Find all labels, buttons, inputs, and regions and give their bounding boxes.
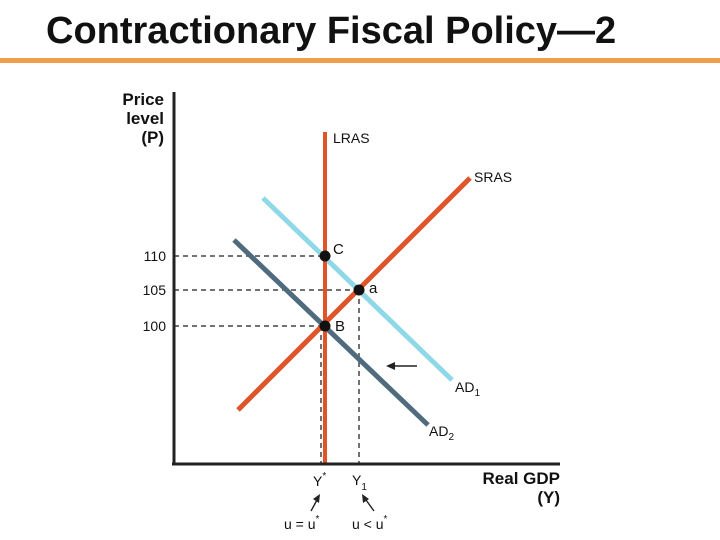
y-axis-label-1: Price xyxy=(122,90,164,109)
arrow-u-low-head xyxy=(362,494,369,503)
shift-arrow-head xyxy=(386,362,395,370)
point-a-label: a xyxy=(369,280,378,297)
ad2-label: AD2 xyxy=(429,423,454,443)
slide-title: Contractionary Fiscal Policy—2 xyxy=(46,10,617,52)
note-u-natural: u = u* xyxy=(284,514,320,532)
note-u-below: u < u* xyxy=(352,514,388,532)
arrow-u-low xyxy=(365,499,375,512)
point-a xyxy=(353,284,365,296)
arrow-u-natural xyxy=(310,499,318,512)
point-c-label: C xyxy=(333,241,344,258)
ad2-curve xyxy=(232,238,430,427)
x-axis-label-2: (Y) xyxy=(537,488,560,507)
point-b xyxy=(319,320,331,332)
tick-105: 105 xyxy=(143,282,167,298)
point-c xyxy=(319,250,331,262)
point-b-label: B xyxy=(335,318,345,335)
arrow-u-natural-head xyxy=(313,494,320,503)
y-star-label: Y* xyxy=(313,471,326,489)
y1-label: Y1 xyxy=(352,472,367,493)
y-axis-label-3: (P) xyxy=(141,128,164,147)
tick-110: 110 xyxy=(144,248,167,264)
sras-curve xyxy=(236,176,472,412)
y-axis-label-2: level xyxy=(126,109,164,128)
ad1-label: AD1 xyxy=(455,379,480,399)
title-rule xyxy=(0,58,720,63)
tick-100: 100 xyxy=(143,318,167,334)
sras-label: SRAS xyxy=(474,169,512,185)
x-axis-label-1: Real GDP xyxy=(483,469,560,488)
lras-label: LRAS xyxy=(333,130,370,146)
